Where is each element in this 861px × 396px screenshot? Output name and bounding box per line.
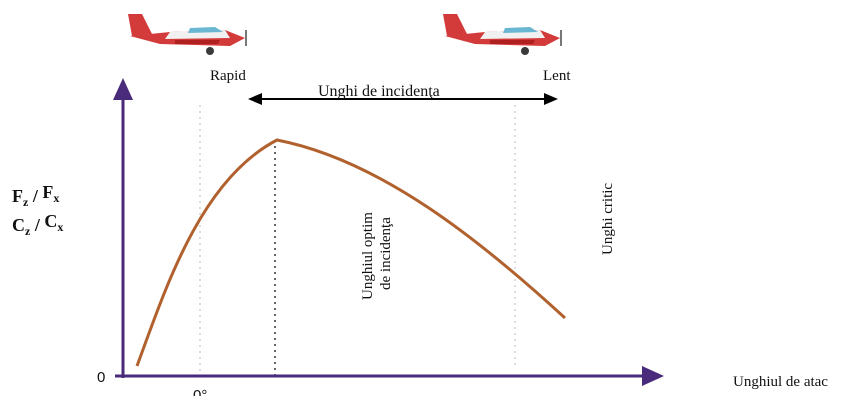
y-axis-line: Fz / Fx (12, 182, 59, 209)
plane-fast (128, 14, 246, 55)
critical-label: Unghi critic (600, 183, 616, 255)
subscript: x (53, 191, 59, 205)
label-part: / (30, 215, 44, 235)
optimum-label: Unghiul optim (360, 212, 376, 300)
subscript: x (57, 220, 63, 234)
label-part: / (28, 186, 42, 206)
diagram: Rapid Lent Unghi de incidenţa 0 0° Unghi… (0, 0, 861, 396)
optimum-label: de incidenţa (378, 217, 394, 290)
label-part: C (44, 211, 57, 231)
label-part: F (12, 186, 23, 206)
label-slow: Lent (543, 68, 571, 84)
plane-slow (443, 14, 561, 55)
origin-label: 0 (97, 369, 105, 386)
range-label: Unghi de incidenţa (318, 83, 440, 100)
x-zero-label: 0° (193, 387, 207, 396)
curve (137, 140, 565, 366)
guides (200, 105, 515, 376)
label-fast: Rapid (210, 68, 246, 84)
label-part: F (42, 182, 53, 202)
x-axis-label: Unghiul de atac (733, 374, 828, 390)
label-part: C (12, 215, 25, 235)
y-axis-line: Cz / Cx (12, 211, 63, 238)
